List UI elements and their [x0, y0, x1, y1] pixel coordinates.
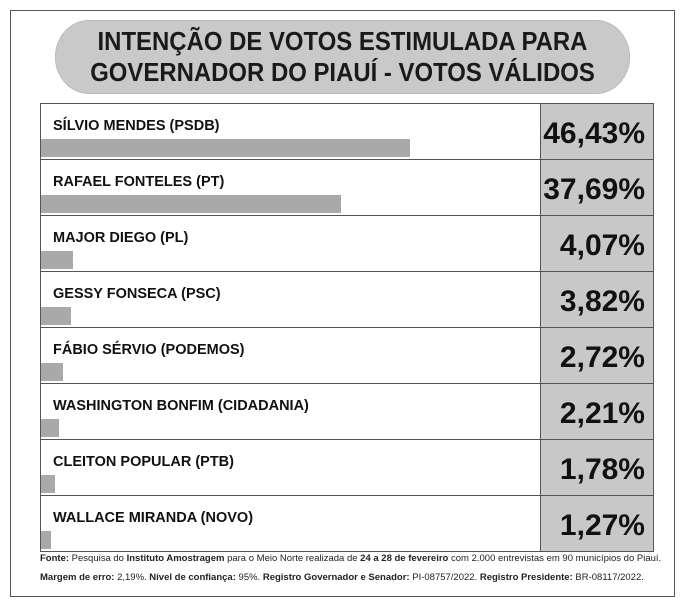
bar — [41, 475, 56, 493]
bar — [41, 363, 63, 381]
footer-line-1: Fonte: Pesquisa do Instituto Amostragem … — [40, 549, 661, 568]
bar — [41, 531, 52, 549]
candidate-name: WALLACE MIRANDA (NOVO) — [53, 510, 254, 526]
table-row: WASHINGTON BONFIM (CIDADANIA) 2,21% — [41, 384, 653, 440]
candidate-name: WASHINGTON BONFIM (CIDADANIA) — [53, 398, 309, 414]
footer-text: Pesquisa do — [69, 553, 127, 564]
footer-text: com 2.000 entrevistas em 90 municípios d… — [448, 553, 662, 564]
value-label: 3,82% — [540, 272, 653, 327]
value-label: 1,27% — [540, 496, 653, 551]
footer-text: PI-08757/2022. — [409, 572, 480, 583]
bar — [41, 195, 341, 213]
table-row: MAJOR DIEGO (PL) 4,07% — [41, 216, 653, 272]
candidate-name: SÍLVIO MENDES (PSDB) — [53, 118, 220, 134]
footer-text: Margem de erro: — [40, 572, 115, 583]
table-row: GESSY FONSECA (PSC) 3,82% — [41, 272, 653, 328]
bar — [41, 419, 59, 437]
footer-text: BR-08117/2022. — [572, 572, 644, 583]
candidate-name: RAFAEL FONTELES (PT) — [53, 174, 225, 190]
candidate-name: GESSY FONSECA (PSC) — [53, 286, 221, 302]
chart-title: INTENÇÃO DE VOTOS ESTIMULADA PARA GOVERN… — [55, 20, 630, 94]
table-row: SÍLVIO MENDES (PSDB) 46,43% — [41, 104, 653, 160]
value-label: 2,21% — [540, 384, 653, 439]
bar — [41, 307, 72, 325]
candidate-name: FÁBIO SÉRVIO (PODEMOS) — [53, 342, 245, 358]
footer-text: 95%. — [235, 572, 263, 583]
table-row: RAFAEL FONTELES (PT) 37,69% — [41, 160, 653, 216]
footer-source: Fonte: Pesquisa do Instituto Amostragem … — [40, 549, 661, 587]
title-line-2: GOVERNADOR DO PIAUÍ - VOTOS VÁLIDOS — [90, 57, 595, 87]
footer-text: 2,19%. — [114, 572, 150, 583]
bar — [41, 139, 411, 157]
footer-text: Registro Presidente: — [479, 572, 573, 583]
value-label: 2,72% — [540, 328, 653, 383]
footer-text: Registro Governador e Senador: — [262, 572, 410, 583]
results-table: SÍLVIO MENDES (PSDB) 46,43% RAFAEL FONTELE… — [40, 103, 654, 552]
table-row: CLEITON POPULAR (PTB) 1,78% — [41, 440, 653, 496]
value-label: 37,69% — [540, 160, 653, 215]
candidate-name: MAJOR DIEGO (PL) — [53, 230, 189, 246]
footer-text: Nível de confiança: — [149, 572, 236, 583]
table-row: WALLACE MIRANDA (NOVO) 1,27% — [41, 496, 653, 551]
footer-text: Instituto Amostragem — [126, 553, 225, 564]
candidate-name: CLEITON POPULAR (PTB) — [53, 454, 234, 470]
bar — [41, 251, 74, 269]
footer-text: 24 a 28 de fevereiro — [360, 553, 449, 564]
value-label: 4,07% — [540, 216, 653, 271]
title-line-1: INTENÇÃO DE VOTOS ESTIMULADA PARA — [97, 26, 588, 56]
table-row: FÁBIO SÉRVIO (PODEMOS) 2,72% — [41, 328, 653, 384]
value-label: 1,78% — [540, 440, 653, 495]
footer-text: para o Meio Norte realizada de — [224, 553, 361, 564]
value-label: 46,43% — [540, 104, 653, 159]
footer-line-2: Margem de erro: 2,19%. Nível de confianç… — [40, 568, 661, 587]
footer-text: Fonte: — [40, 553, 70, 564]
